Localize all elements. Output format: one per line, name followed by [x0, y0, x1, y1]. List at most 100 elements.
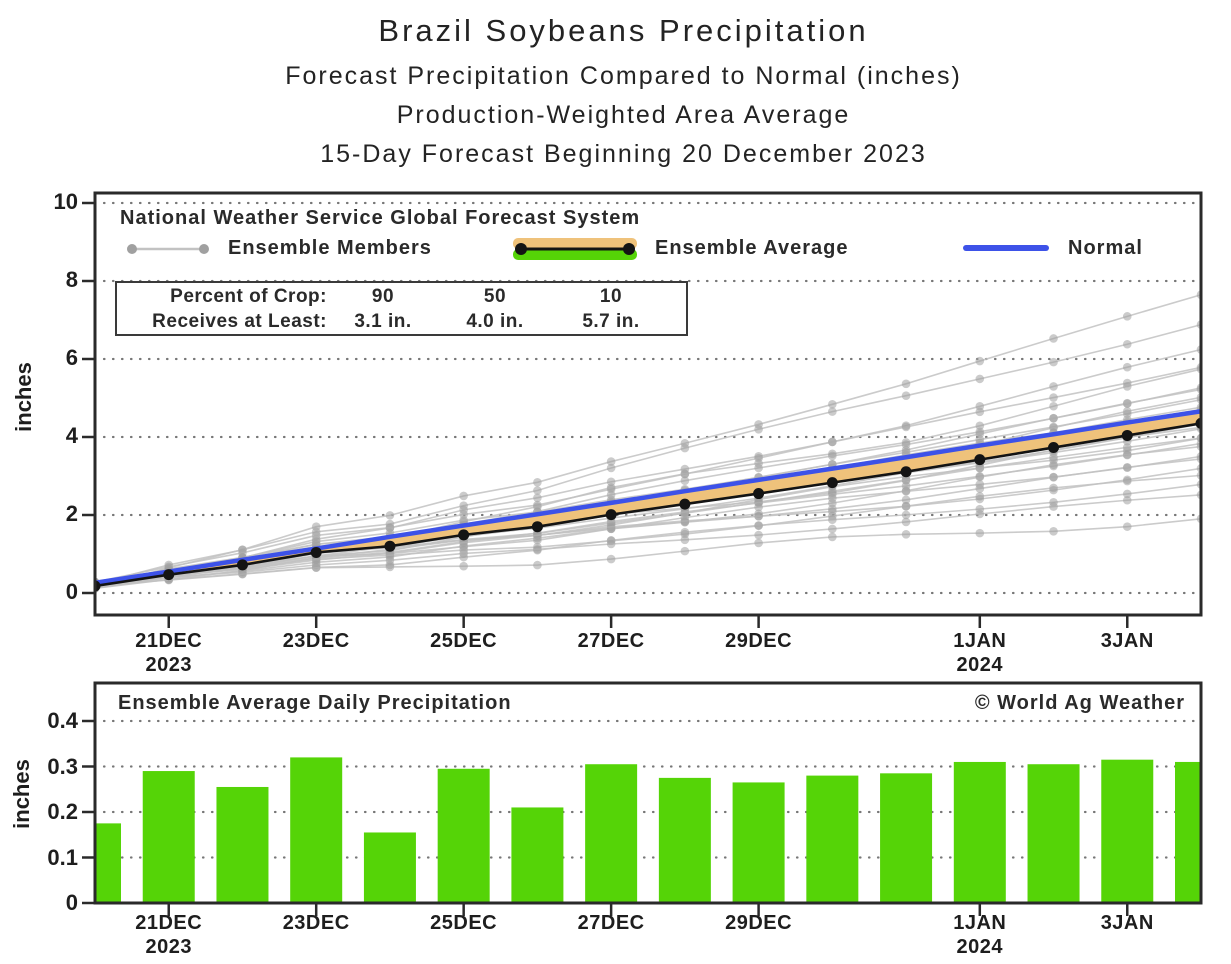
page-title: Brazil Soybeans Precipitation — [378, 13, 869, 48]
ensemble-member-dot — [459, 515, 468, 525]
top-ytick-label: 0 — [65, 579, 78, 604]
daily-bar — [658, 777, 711, 902]
bottom-xtick-label: 23DEC — [282, 912, 350, 934]
ensemble-member-dot — [1049, 502, 1058, 511]
top-ytick-label: 4 — [65, 423, 78, 448]
ensemble-member-dot — [1049, 472, 1058, 482]
ensemble-member-line — [96, 294, 1200, 589]
ensemble-average-dot — [163, 569, 175, 581]
ensemble-member-dot — [828, 524, 837, 534]
ensemble-member-dot — [1196, 385, 1200, 394]
ensemble-member-dot — [1122, 462, 1132, 472]
daily-bar — [1027, 764, 1080, 902]
ensemble-member-line — [96, 324, 1200, 585]
bottom-xtick-label: 3JAN — [1100, 912, 1154, 934]
crop-row2-amt50: 4.0 in. — [466, 310, 524, 332]
ensemble-average-dot — [826, 477, 838, 489]
ensemble-member-dot — [311, 531, 321, 540]
bottom-ytick-label: 0.1 — [47, 844, 78, 870]
top-xtick-label: 29DEC — [725, 630, 793, 652]
ensemble-member-dot — [1049, 460, 1058, 470]
top-xtick-label: 3JAN — [1100, 630, 1154, 652]
ensemble-member-dot — [975, 463, 985, 473]
ensemble-member-dot — [1196, 393, 1200, 402]
daily-bar — [1101, 759, 1154, 902]
ensemble-member-dot — [828, 451, 837, 461]
ensemble-member-line — [96, 426, 1200, 586]
ensemble-member-dot — [975, 356, 985, 366]
ensemble-average-group — [96, 417, 1200, 592]
ensemble-member-dot — [1196, 290, 1200, 299]
ensemble-average-dot — [900, 466, 912, 478]
ensemble-average-dot — [1195, 417, 1200, 429]
crop-box-row-percent: Percent of Crop: 90 50 10 — [117, 284, 686, 309]
ensemble-average-dot — [974, 454, 986, 466]
ensemble-member-dot — [385, 562, 395, 572]
ensemble-member-dot — [680, 516, 690, 526]
top-ytick-label: 8 — [65, 267, 78, 292]
ensemble-average-dot — [531, 521, 543, 533]
ensemble-member-dot — [533, 544, 542, 554]
subtitle-area-average: Production-Weighted Area Average — [396, 101, 851, 129]
crop-row1-val90: 90 — [371, 285, 395, 307]
ensemble-member-dot — [459, 538, 468, 547]
ensemble-member-dot — [606, 463, 616, 473]
ensemble-member-dot — [975, 374, 985, 384]
ensemble-member-dot — [901, 475, 911, 485]
percent-of-crop-box: Percent of Crop: 90 50 10 Receives at Le… — [115, 281, 688, 336]
bottom-ytick-label: 0.3 — [47, 753, 78, 779]
crop-row2-amt10: 5.7 in. — [582, 310, 640, 332]
ensemble-member-dot — [828, 532, 837, 542]
daily-bar — [290, 757, 343, 902]
ensemble-member-dot — [1196, 364, 1200, 374]
ensemble-average-dot — [605, 509, 617, 521]
ensemble-member-dot — [606, 554, 616, 564]
ensemble-member-dot — [1122, 339, 1132, 349]
ensemble-member-dot — [828, 515, 837, 525]
legend-average-dot — [515, 243, 527, 255]
ensemble-member-dot — [1196, 464, 1200, 473]
top-xtick-label: 1JAN — [953, 630, 1007, 652]
legend-header: National Weather Service Global Forecast… — [120, 207, 641, 229]
normal-line — [96, 409, 1200, 585]
daily-bar — [880, 773, 933, 902]
daily-bar — [1175, 761, 1200, 902]
bottom-ytick-label: 0.2 — [47, 799, 78, 824]
ensemble-member-dot — [901, 529, 911, 539]
ensemble-member-dot — [1049, 413, 1058, 423]
ensemble-member-dot — [1196, 480, 1200, 489]
daily-bar — [511, 807, 564, 902]
ensemble-member-dot — [1122, 489, 1132, 499]
ensemble-member-dot — [1122, 450, 1132, 459]
ensemble-member-line — [96, 388, 1200, 584]
ensemble-member-dot — [533, 560, 542, 570]
ensemble-member-dot — [1122, 522, 1132, 531]
ensemble-member-dot — [606, 457, 616, 466]
ensemble-member-dot — [533, 493, 542, 503]
ensemble-member-dot — [1196, 471, 1200, 480]
daily-bars-group — [96, 757, 1200, 902]
ensemble-member-dot — [754, 511, 763, 521]
legend-members-dot — [199, 244, 209, 254]
ensemble-average-dot — [236, 559, 248, 571]
ensemble-member-dot — [828, 437, 837, 447]
ensemble-member-dot — [754, 530, 763, 540]
ensemble-member-dot — [754, 521, 763, 530]
ensemble-member-dot — [1122, 406, 1132, 416]
ensemble-member-dot — [459, 491, 468, 501]
ensemble-member-dot — [459, 561, 468, 571]
daily-bar — [142, 771, 195, 902]
ensemble-average-dot — [1048, 442, 1060, 454]
ensemble-member-dot — [901, 501, 911, 511]
top-xtick-label: 23DEC — [282, 630, 350, 652]
ensemble-average-dot — [96, 580, 101, 592]
ensemble-member-dot — [1196, 320, 1200, 329]
ensemble-member-dot — [975, 472, 985, 482]
ensemble-member-dot — [680, 443, 690, 453]
ensemble-average-dot — [753, 488, 765, 500]
crop-row1-val10: 10 — [599, 285, 623, 307]
bottom-ytick-label: 0.4 — [47, 708, 78, 733]
ensemble-member-dot — [975, 492, 985, 501]
